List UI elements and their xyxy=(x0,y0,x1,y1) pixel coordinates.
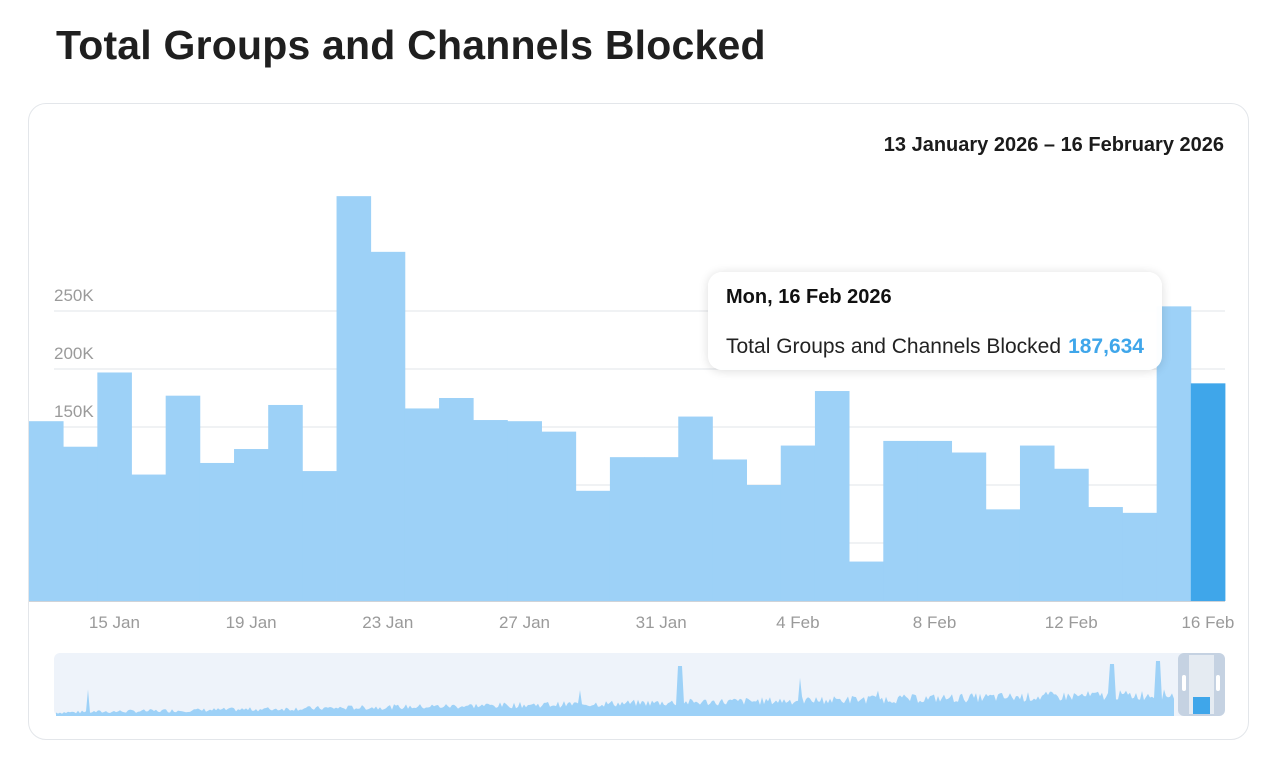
x-tick-label: 27 Jan xyxy=(499,613,550,632)
date-range: 13 January 2026 – 16 February 2026 xyxy=(883,134,1224,156)
bar-5-feb[interactable] xyxy=(814,391,850,601)
bar-23-jan[interactable] xyxy=(370,251,406,601)
bar-18-jan[interactable] xyxy=(199,462,235,601)
bar-12-feb[interactable] xyxy=(1054,468,1089,601)
bar-30-jan[interactable] xyxy=(609,457,645,601)
navigator-overview-area xyxy=(56,661,1174,716)
page-title: Total Groups and Channels Blocked xyxy=(56,22,766,68)
bar-13-jan[interactable] xyxy=(29,421,64,601)
bar-16-jan[interactable] xyxy=(131,474,167,601)
x-tick-label: 31 Jan xyxy=(636,613,687,632)
tooltip-row: Total Groups and Channels Blocked 187,63… xyxy=(726,335,1144,359)
bar-13-feb[interactable] xyxy=(1088,507,1123,601)
y-tick-label: 200K xyxy=(54,344,94,363)
bar-15-jan[interactable] xyxy=(97,372,132,601)
bar-14-jan[interactable] xyxy=(63,446,98,601)
tooltip-value: 187,634 xyxy=(1068,335,1144,358)
bar-22-jan[interactable] xyxy=(336,196,372,601)
x-tick-label: 16 Feb xyxy=(1181,613,1234,632)
bar-9-feb[interactable] xyxy=(951,452,987,601)
bar-1-feb[interactable] xyxy=(678,416,713,601)
bar-2-feb[interactable] xyxy=(712,459,747,601)
bar-24-jan[interactable] xyxy=(404,408,440,601)
bar-3-feb[interactable] xyxy=(746,485,782,601)
bar-19-jan[interactable] xyxy=(234,449,269,601)
navigator-window-bars xyxy=(1193,697,1210,714)
bar-4-feb[interactable] xyxy=(780,445,816,601)
x-tick-label: 4 Feb xyxy=(776,613,819,632)
bar-26-jan[interactable] xyxy=(473,420,508,601)
bar-14-feb[interactable] xyxy=(1122,512,1158,601)
bar-10-feb[interactable] xyxy=(985,509,1021,601)
x-tick-label: 12 Feb xyxy=(1045,613,1098,632)
tooltip-date: Mon, 16 Feb 2026 xyxy=(726,286,892,308)
x-tick-label: 8 Feb xyxy=(913,613,956,632)
chart-card: 13 January 2026 – 16 February 2026 050K1… xyxy=(28,103,1249,740)
bar-6-feb[interactable] xyxy=(849,561,884,601)
bar-29-jan[interactable] xyxy=(575,490,611,601)
bar-20-jan[interactable] xyxy=(268,404,303,601)
range-navigator[interactable] xyxy=(54,653,1225,716)
bar-28-jan[interactable] xyxy=(541,431,577,601)
bars xyxy=(29,196,1226,601)
y-tick-label: 250K xyxy=(54,286,94,305)
x-axis-labels: 15 Jan 19 Jan 23 Jan 27 Jan 31 Jan 4 Feb 8 Feb… xyxy=(89,613,1234,632)
tooltip-series-name: Total Groups and Channels Blocked xyxy=(726,335,1062,358)
bar-31-jan[interactable] xyxy=(644,457,679,601)
navigator-left-handle[interactable] xyxy=(1182,675,1186,691)
bar-17-jan[interactable] xyxy=(165,395,201,601)
navigator-selection-window[interactable] xyxy=(1178,653,1225,716)
bar-25-jan[interactable] xyxy=(439,398,474,601)
x-tick-label: 19 Jan xyxy=(226,613,277,632)
bar-8-feb[interactable] xyxy=(917,440,953,601)
bar-21-jan[interactable] xyxy=(302,471,337,601)
x-tick-label: 15 Jan xyxy=(89,613,140,632)
bar-27-jan[interactable] xyxy=(507,421,542,601)
y-tick-label: 150K xyxy=(54,402,94,421)
navigator-right-handle[interactable] xyxy=(1216,675,1220,691)
x-tick-label: 23 Jan xyxy=(362,613,413,632)
bar-16-feb[interactable] xyxy=(1190,383,1226,601)
tooltip: Mon, 16 Feb 2026 Total Groups and Channe… xyxy=(708,272,1162,370)
bar-7-feb[interactable] xyxy=(883,440,918,601)
bar-11-feb[interactable] xyxy=(1019,445,1055,601)
bar-15-feb[interactable] xyxy=(1156,306,1192,601)
